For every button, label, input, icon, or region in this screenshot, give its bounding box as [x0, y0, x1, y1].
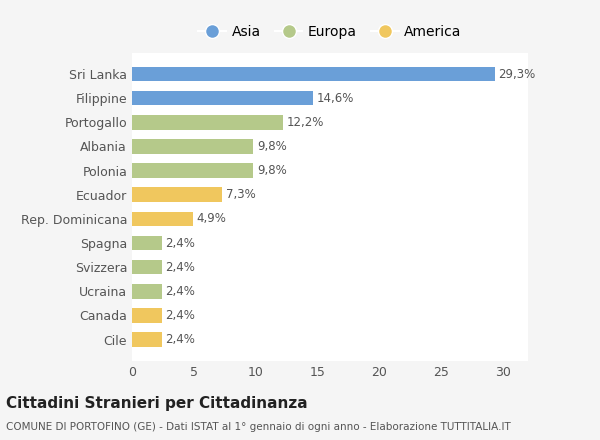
Bar [132, 284, 162, 298]
Text: 9,8%: 9,8% [257, 140, 287, 153]
Text: 2,4%: 2,4% [166, 309, 195, 322]
Text: 2,4%: 2,4% [166, 237, 195, 249]
Text: 2,4%: 2,4% [166, 260, 195, 274]
Text: 2,4%: 2,4% [166, 285, 195, 298]
Text: 2,4%: 2,4% [166, 333, 195, 346]
Text: 29,3%: 29,3% [499, 68, 536, 81]
Text: 9,8%: 9,8% [257, 164, 287, 177]
Text: COMUNE DI PORTOFINO (GE) - Dati ISTAT al 1° gennaio di ogni anno - Elaborazione : COMUNE DI PORTOFINO (GE) - Dati ISTAT al… [6, 422, 511, 433]
Text: Cittadini Stranieri per Cittadinanza: Cittadini Stranieri per Cittadinanza [6, 396, 308, 411]
Bar [132, 308, 162, 323]
Bar [132, 260, 162, 275]
Bar [132, 332, 162, 347]
Text: 12,2%: 12,2% [287, 116, 324, 129]
Bar [132, 163, 253, 178]
Text: 7,3%: 7,3% [226, 188, 256, 201]
Bar [132, 91, 313, 106]
Bar [132, 187, 223, 202]
Bar [132, 236, 162, 250]
Text: 14,6%: 14,6% [316, 92, 354, 105]
Bar [132, 139, 253, 154]
Bar [132, 115, 283, 129]
Bar [132, 212, 193, 226]
Legend: Asia, Europa, America: Asia, Europa, America [193, 20, 467, 45]
Text: 4,9%: 4,9% [196, 213, 226, 225]
Bar [132, 67, 494, 81]
